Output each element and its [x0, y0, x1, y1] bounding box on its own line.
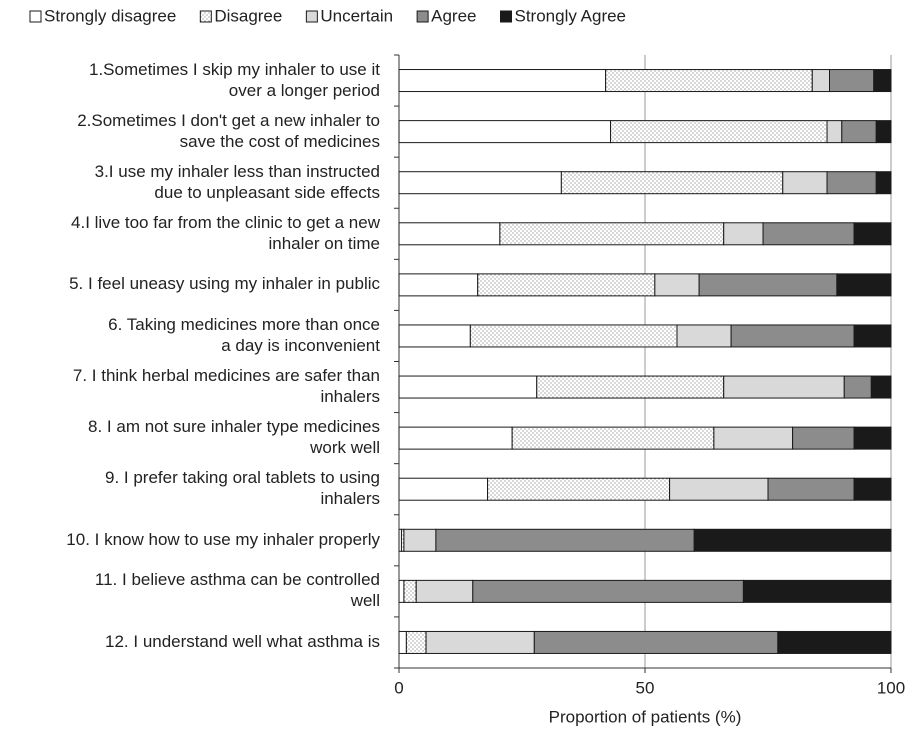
bar-segment — [398, 426, 513, 450]
bar-segment — [767, 477, 855, 501]
bar-segment — [873, 69, 892, 93]
bar-segment — [398, 69, 607, 93]
bar-segment — [425, 630, 535, 654]
bar-segment — [792, 426, 855, 450]
bar-segment — [398, 579, 405, 603]
y-tick-label: 4.I live too far from the clinic to get … — [71, 212, 380, 253]
legend-swatch — [500, 10, 512, 23]
y-tick-label: 5. I feel uneasy using my inhaler in pub… — [69, 274, 380, 294]
bar-segment — [762, 222, 855, 246]
bar-segment — [469, 324, 678, 348]
bar-segment — [669, 477, 769, 501]
legend-label: Uncertain — [320, 6, 393, 25]
y-tick-label: 8. I am not sure inhaler type medicines … — [88, 417, 380, 458]
bar-segment — [676, 324, 732, 348]
x-tick-label: 0 — [394, 678, 403, 697]
bar-segment — [560, 171, 784, 195]
bar-segment — [853, 477, 892, 501]
bar-segment — [499, 222, 725, 246]
bar-segment — [403, 528, 437, 552]
bar-segment — [435, 528, 695, 552]
y-tick-label: 11. I believe asthma can be controlled w… — [94, 570, 380, 611]
y-tick-label: 9. I prefer taking oral tablets to using… — [105, 468, 380, 509]
bar-segment — [487, 477, 671, 501]
bar-segment — [811, 69, 831, 93]
bar-segment — [398, 630, 407, 654]
bar-segment — [472, 579, 744, 603]
legend-swatch — [416, 10, 429, 23]
bar-segment — [723, 375, 845, 399]
bar-segment — [398, 171, 562, 195]
legend-swatch — [29, 10, 42, 23]
y-tick-label: 1.Sometimes I skip my inhaler to use it … — [88, 59, 380, 100]
bar-segment — [610, 120, 828, 144]
bar-segment — [777, 630, 892, 654]
bar-segment — [415, 579, 474, 603]
bar-segment — [398, 324, 471, 348]
bar-segment — [875, 120, 892, 144]
bar-segment — [403, 579, 417, 603]
bar-segment — [826, 120, 843, 144]
legend-label: Strongly Agree — [515, 6, 627, 25]
y-tick-label: 6. Taking medicines more than once a day… — [108, 314, 380, 355]
bar-segment — [693, 528, 892, 552]
x-axis-label: Proportion of patients (%) — [549, 707, 742, 726]
bar-segment — [829, 69, 875, 93]
legend-swatch — [199, 10, 212, 23]
bar-segment — [698, 273, 838, 297]
bar-segment — [536, 375, 725, 399]
bar-segment — [843, 375, 872, 399]
bar-segment — [841, 120, 877, 144]
y-tick-label: 2.Sometimes I don't get a new inhaler to… — [77, 110, 380, 151]
x-tick-label: 50 — [636, 678, 655, 697]
bar-segment — [398, 120, 612, 144]
bar-segment — [875, 171, 892, 195]
bar-segment — [713, 426, 794, 450]
x-tick-label: 100 — [877, 678, 905, 697]
bar-segment — [605, 69, 813, 93]
bar-segment — [826, 171, 877, 195]
bar-segment — [853, 426, 892, 450]
bar-segment — [398, 375, 538, 399]
y-tick-label: 10. I know how to use my inhaler properl… — [66, 529, 380, 549]
bar-segment — [730, 324, 855, 348]
bar-segment — [477, 273, 656, 297]
bar-segment — [853, 324, 892, 348]
y-tick-label: 12. I understand well what asthma is — [105, 631, 380, 651]
bar-segment — [398, 273, 479, 297]
bar-segment — [398, 222, 501, 246]
bar-segment — [398, 477, 489, 501]
bar-segment — [723, 222, 764, 246]
bar-segment — [533, 630, 779, 654]
bar-segment — [870, 375, 892, 399]
bar-segment — [405, 630, 427, 654]
bar-segment — [654, 273, 700, 297]
legend-swatch — [305, 10, 318, 23]
bar-segment — [782, 171, 828, 195]
bar-segment — [742, 579, 892, 603]
y-tick-label: 7. I think herbal medicines are safer th… — [72, 366, 380, 407]
bar-segment — [836, 273, 892, 297]
legend-label: Disagree — [214, 6, 282, 25]
y-tick-label: 3.I use my inhaler less than instructed … — [94, 161, 380, 202]
legend-label: Strongly disagree — [44, 6, 176, 25]
legend-label: Agree — [431, 6, 476, 25]
bar-segment — [853, 222, 892, 246]
bar-segment — [511, 426, 715, 450]
